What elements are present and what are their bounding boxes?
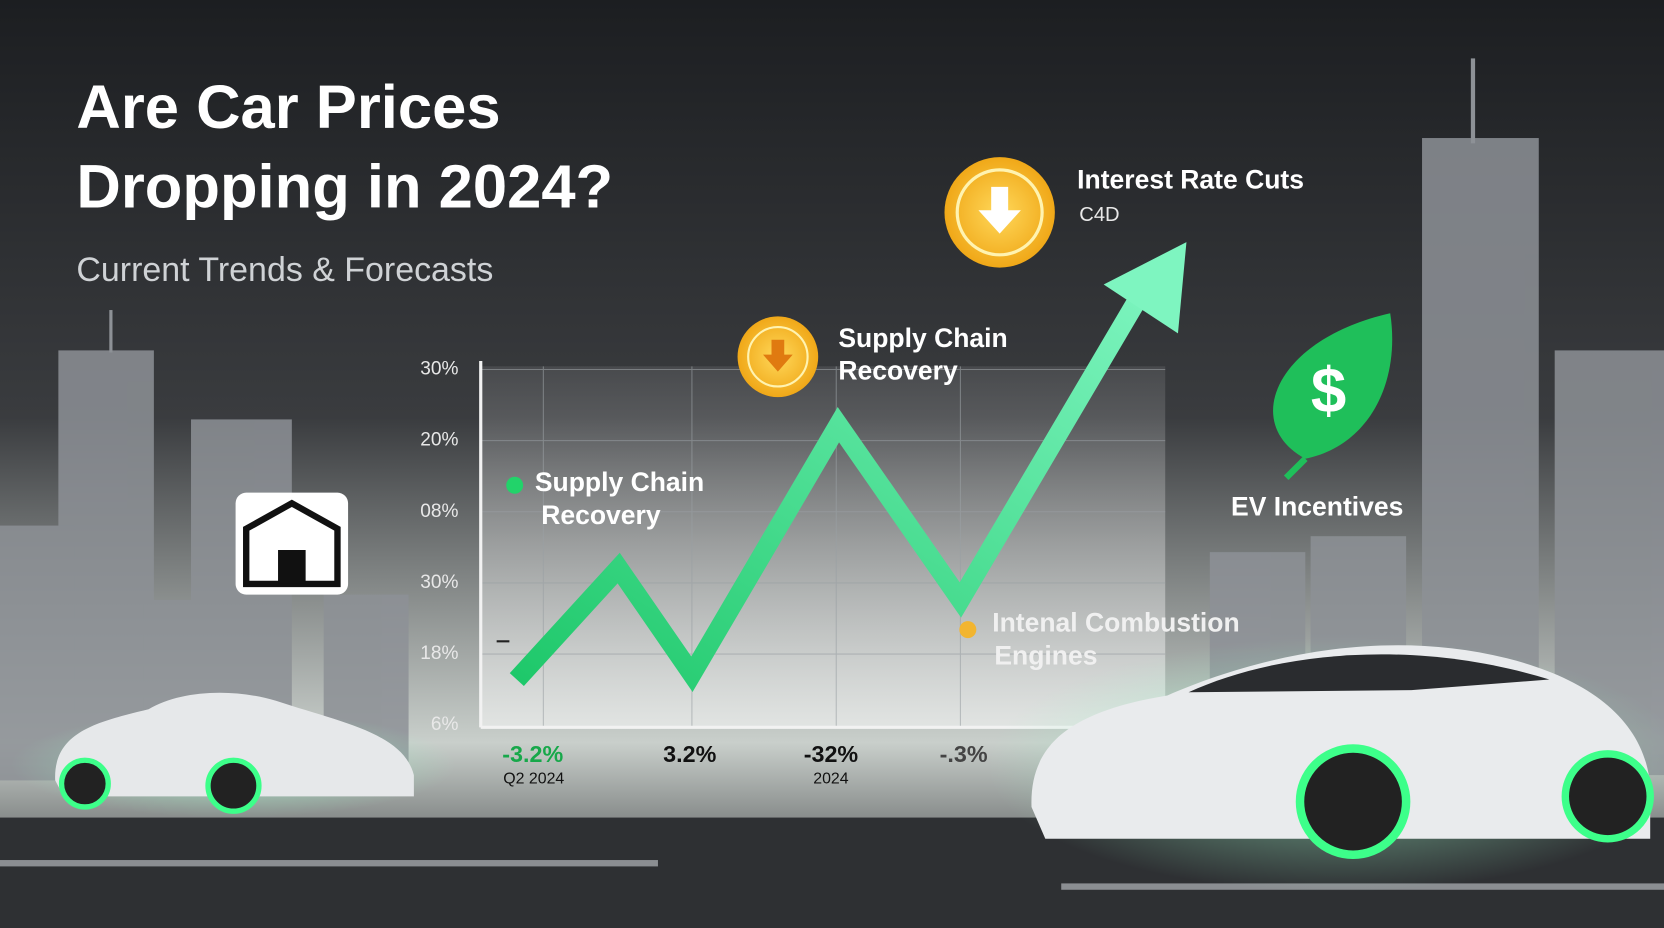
- decoration: [1295, 744, 1411, 859]
- x-period: 2024: [813, 771, 849, 788]
- cars: [10, 637, 1664, 892]
- decoration: [747, 325, 809, 388]
- interest-rate-title: Interest Rate Cuts: [1077, 165, 1304, 195]
- x-label: -3.2%: [502, 741, 563, 767]
- combustion-note: Engines: [994, 640, 1097, 670]
- x-labels: -3.2% Q2 2024 3.2% -32% 2024 -.3%: [502, 741, 988, 787]
- header: Are Car Prices Dropping in 2024? Current…: [76, 73, 613, 289]
- decoration: [763, 339, 793, 372]
- ev-incentives: EV Incentives: [1231, 492, 1403, 522]
- decoration: [480, 366, 1166, 728]
- warehouse-icon: [235, 492, 349, 595]
- note-dot: [959, 621, 977, 639]
- y-tick-label: 30%: [420, 572, 458, 593]
- subtitle: Current Trends & Forecasts: [76, 251, 493, 289]
- x-label: -32%: [804, 741, 859, 767]
- y-tick-label: 20%: [420, 430, 458, 451]
- y-tick-label: 08%: [420, 501, 458, 522]
- decoration: [1188, 654, 1550, 693]
- x-label: 3.2%: [663, 741, 716, 767]
- ev-leaf: $: [1273, 313, 1393, 481]
- x-period: Q2 2024: [503, 771, 564, 788]
- x-label: -.3%: [940, 741, 988, 767]
- title-line: Dropping in 2024?: [76, 152, 613, 221]
- y-tick-label: 18%: [420, 643, 458, 664]
- coins: [737, 157, 1055, 398]
- title-line: Are Car Prices: [76, 73, 500, 142]
- supply-chain-note: Supply Chain: [838, 323, 1007, 353]
- decoration: [205, 757, 262, 814]
- decoration: [1470, 58, 1476, 144]
- y-tick-label: 6%: [431, 714, 459, 735]
- decoration: [109, 310, 113, 353]
- combustion-note: Intenal Combustion: [992, 607, 1239, 637]
- decoration: [509, 271, 1160, 692]
- decoration: [1273, 313, 1393, 459]
- decoration: [955, 168, 1044, 257]
- chart-note: Supply Chain: [535, 467, 704, 497]
- decoration: [1031, 645, 1651, 839]
- decoration: [1283, 456, 1308, 481]
- supply-chain-note: Recovery: [838, 356, 958, 386]
- decoration: [0, 860, 658, 867]
- decoration: [243, 499, 341, 588]
- interest-rate-note: C4D: [1079, 204, 1119, 226]
- decoration: [55, 692, 414, 797]
- chart-note: Recovery: [541, 500, 661, 530]
- decoration: [58, 757, 111, 810]
- chart: 30% 20% 08% 30% 18% 6% -3.2% Q2 2024 3.2…: [420, 242, 1240, 788]
- y-tick-labels: 30% 20% 08% 30% 18% 6%: [420, 359, 458, 736]
- note-dot: [506, 476, 524, 494]
- decoration: [1103, 242, 1187, 334]
- y-tick-label: 30%: [420, 359, 458, 380]
- decoration: [278, 550, 306, 584]
- decoration: [1561, 750, 1654, 843]
- decoration: $: [1311, 355, 1346, 426]
